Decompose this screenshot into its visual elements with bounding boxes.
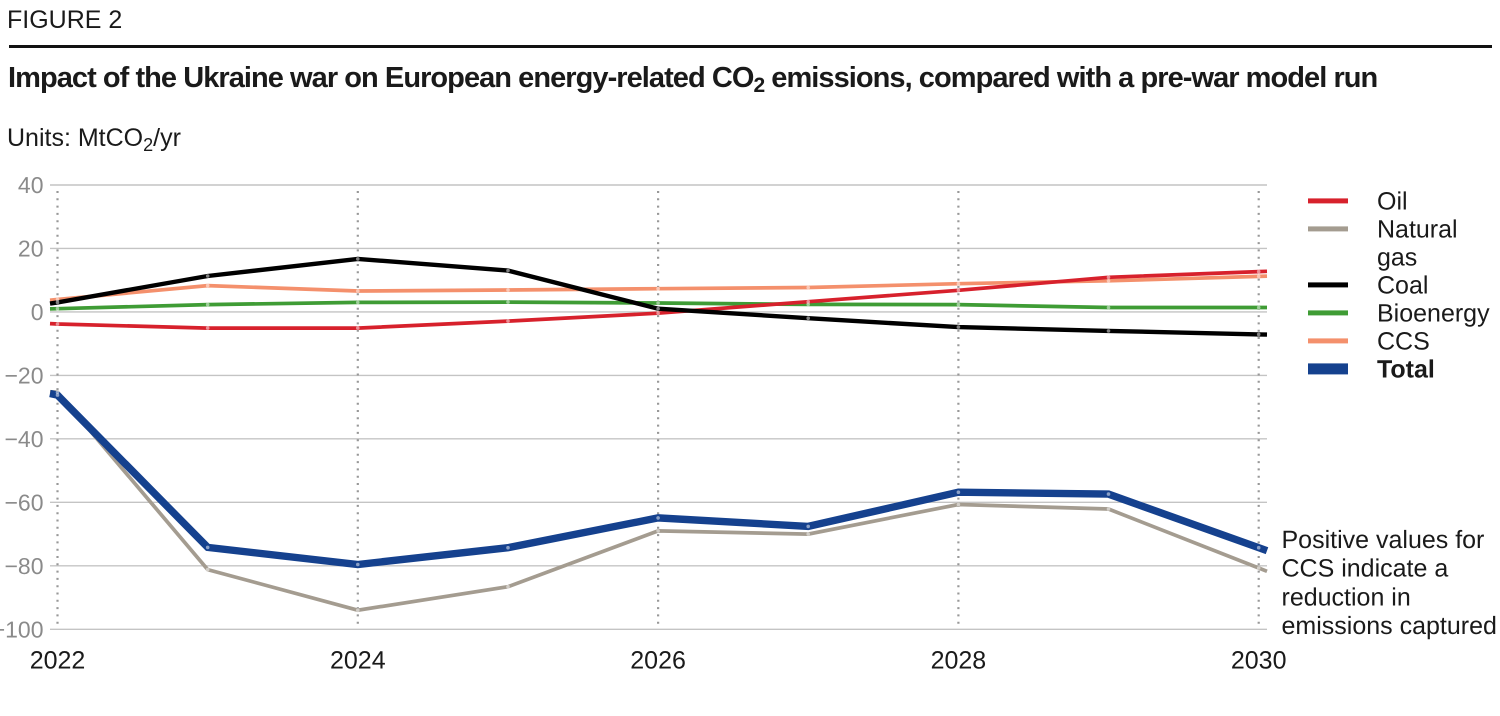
svg-text:Natural: Natural (1377, 216, 1458, 244)
svg-text:reduction in: reduction in (1282, 583, 1411, 611)
svg-text:2026: 2026 (630, 647, 686, 675)
svg-text:−20: −20 (4, 362, 43, 388)
svg-text:Bioenergy: Bioenergy (1377, 300, 1490, 328)
svg-text:Positive values for: Positive values for (1282, 526, 1485, 554)
svg-text:Oil: Oil (1377, 188, 1408, 216)
svg-text:2028: 2028 (931, 647, 987, 675)
svg-text:2022: 2022 (30, 647, 86, 675)
svg-text:emissions captured: emissions captured (1282, 612, 1497, 640)
svg-text:0: 0 (31, 299, 44, 325)
svg-text:40: 40 (18, 172, 44, 198)
svg-text:CCS: CCS (1377, 328, 1430, 356)
svg-text:gas: gas (1377, 244, 1417, 272)
svg-text:2030: 2030 (1231, 647, 1287, 675)
svg-text:−60: −60 (4, 489, 43, 515)
svg-text:−80: −80 (4, 553, 43, 579)
svg-text:−40: −40 (4, 426, 43, 452)
svg-text:2024: 2024 (330, 647, 386, 675)
svg-text:Coal: Coal (1377, 272, 1428, 300)
svg-text:20: 20 (18, 235, 44, 261)
svg-text:Total: Total (1377, 356, 1435, 384)
svg-text:−100: −100 (0, 616, 44, 642)
svg-text:CCS indicate a: CCS indicate a (1282, 555, 1449, 583)
